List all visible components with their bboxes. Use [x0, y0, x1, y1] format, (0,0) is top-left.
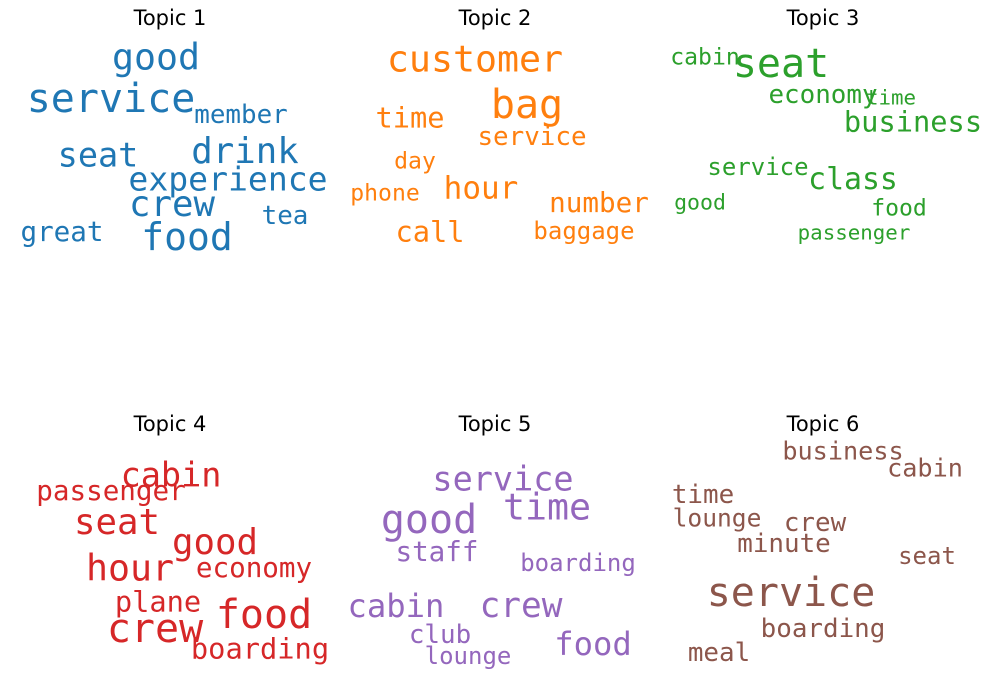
word-cabin: cabin — [120, 455, 222, 495]
word-lounge: lounge — [424, 642, 512, 670]
word-economy: economy — [768, 80, 878, 111]
word-time: time — [502, 485, 592, 529]
panel-title: Topic 1 — [133, 6, 207, 30]
word-food: food — [871, 195, 927, 222]
word-passenger: passenger — [36, 474, 186, 508]
word-time: time — [671, 480, 735, 511]
word-customer: customer — [386, 37, 564, 81]
word-good: good — [674, 190, 726, 216]
word-member: member — [194, 100, 288, 131]
word-boarding: boarding — [190, 631, 330, 666]
word-class: class — [808, 162, 898, 198]
topic-panel-3: Topic 3 cabin seat economy time business serv… — [663, 0, 983, 260]
panel-title: Topic 3 — [786, 6, 860, 30]
word-passenger: passenger — [797, 220, 911, 245]
word-good: good — [380, 497, 478, 543]
word-seat: seat — [74, 502, 160, 544]
word-food: food — [215, 592, 313, 638]
topic-panel-4: Topic 4 cabin passenger seat good hour econom… — [10, 406, 330, 666]
word-phone: phone — [350, 180, 420, 207]
word-experience: experience — [128, 159, 328, 199]
topic-panel-1: Topic 1 good service member drink seat experi… — [10, 0, 330, 260]
word-minute: minute — [737, 529, 831, 560]
word-tea: tea — [261, 201, 309, 232]
word-service: service — [26, 76, 196, 122]
topic-panel-5: Topic 5 service time good staff boarding cabi… — [335, 406, 655, 670]
topic-panel-2: Topic 2 customer bag time service day hour pho… — [335, 0, 655, 260]
word-seat: seat — [57, 135, 139, 175]
word-cabin: cabin — [887, 453, 963, 483]
word-food: food — [141, 215, 233, 259]
panel-title: Topic 6 — [786, 412, 860, 436]
word-service: service — [707, 153, 809, 181]
word-club: club — [408, 620, 472, 651]
word-service: service — [432, 459, 574, 499]
word-time: time — [375, 100, 445, 135]
word-hour: hour — [443, 170, 519, 207]
word-service: service — [477, 122, 587, 153]
word-cabin: cabin — [347, 586, 445, 625]
word-economy: economy — [195, 551, 313, 585]
word-boarding: boarding — [760, 614, 886, 645]
word-drink: drink — [191, 131, 299, 173]
word-crew: crew — [129, 184, 215, 226]
word-business: business — [782, 436, 904, 466]
word-business: business — [843, 104, 983, 139]
word-great: great — [20, 215, 104, 249]
word-call: call — [395, 214, 465, 249]
word-service: service — [706, 570, 876, 616]
word-day: day — [394, 148, 436, 175]
word-seat: seat — [732, 41, 830, 87]
panel-title: Topic 5 — [458, 412, 532, 436]
word-number: number — [549, 186, 649, 220]
word-bag: bag — [490, 82, 564, 128]
word-crew: crew — [783, 508, 847, 539]
word-meal: meal — [687, 638, 751, 669]
word-seat: seat — [898, 542, 956, 570]
word-hour: hour — [85, 546, 175, 590]
word-time: time — [865, 85, 917, 110]
word-plane: plane — [114, 584, 202, 619]
word-good: good — [172, 522, 258, 564]
panel-title: Topic 4 — [133, 412, 207, 436]
word-boarding: boarding — [520, 549, 636, 577]
panel-title: Topic 2 — [458, 6, 532, 30]
word-food: food — [554, 624, 632, 663]
word-lounge: lounge — [672, 503, 762, 533]
topic-panel-6: Topic 6 business cabin time lounge crew minut… — [663, 406, 983, 666]
word-baggage: baggage — [533, 217, 635, 245]
word-good: good — [111, 35, 201, 79]
word-crew: crew — [106, 606, 204, 652]
word-crew: crew — [479, 585, 563, 626]
word-staff: staff — [395, 535, 479, 569]
word-cabin: cabin — [670, 44, 740, 71]
